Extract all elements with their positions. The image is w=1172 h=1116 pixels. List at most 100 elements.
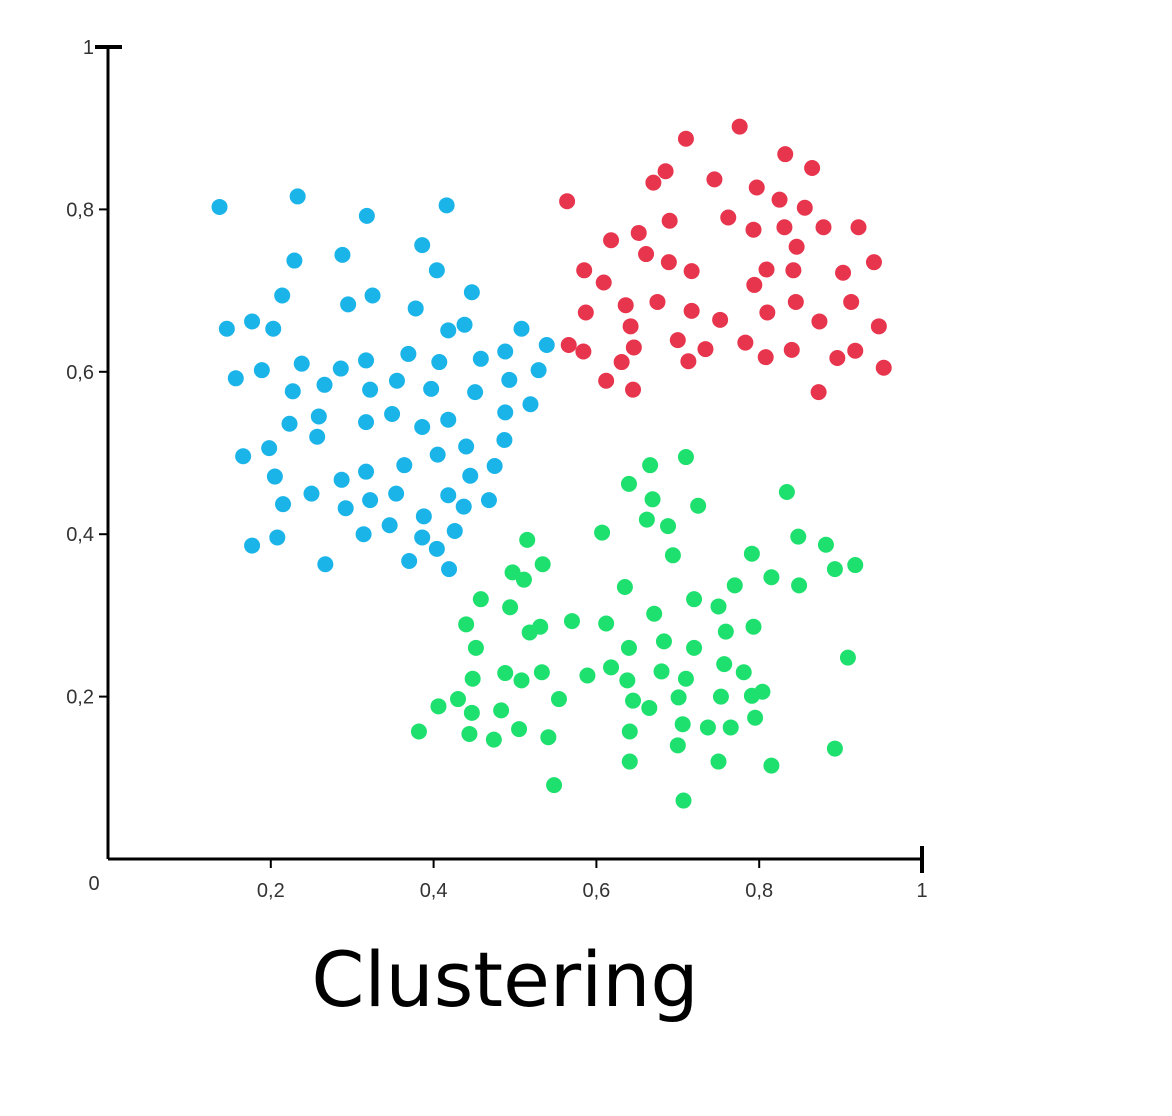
- data-point: [603, 232, 620, 249]
- data-point: [595, 274, 612, 291]
- data-point: [576, 262, 593, 279]
- origin-label: 0: [88, 873, 99, 895]
- data-point: [522, 396, 539, 413]
- data-point: [415, 508, 432, 525]
- data-point: [771, 191, 788, 208]
- data-point: [362, 492, 379, 509]
- data-point: [621, 723, 638, 740]
- data-point: [865, 254, 882, 271]
- data-point: [683, 263, 700, 280]
- data-point: [660, 518, 677, 535]
- data-point: [501, 371, 518, 388]
- data-point: [670, 689, 687, 706]
- data-point: [472, 591, 489, 608]
- data-point: [594, 524, 611, 541]
- data-point: [710, 753, 727, 770]
- data-point: [745, 221, 762, 238]
- data-point: [598, 372, 615, 389]
- data-point: [540, 729, 557, 746]
- data-point: [472, 350, 489, 367]
- data-point: [310, 408, 327, 425]
- data-point: [788, 238, 805, 255]
- data-point: [446, 522, 463, 539]
- data-point: [463, 284, 480, 301]
- data-point: [407, 300, 424, 317]
- data-point: [642, 457, 659, 474]
- data-point: [763, 757, 780, 774]
- data-point: [316, 376, 333, 393]
- data-point: [645, 174, 662, 191]
- data-point: [458, 616, 475, 633]
- data-point: [804, 159, 821, 176]
- data-point: [253, 362, 270, 379]
- data-point: [560, 337, 577, 354]
- data-point: [317, 556, 334, 573]
- data-point: [657, 163, 674, 180]
- data-point: [641, 699, 658, 716]
- data-point: [619, 672, 636, 689]
- data-point: [621, 753, 638, 770]
- data-point: [758, 261, 775, 278]
- data-point: [746, 276, 763, 293]
- data-point: [396, 457, 413, 474]
- data-point: [669, 737, 686, 754]
- data-point: [440, 322, 457, 339]
- data-point: [546, 777, 563, 794]
- data-point: [550, 691, 567, 708]
- data-point: [677, 449, 694, 466]
- data-point: [358, 207, 375, 224]
- data-point: [699, 719, 716, 736]
- data-point: [521, 624, 538, 641]
- data-point: [429, 446, 446, 463]
- data-point: [511, 721, 528, 738]
- data-point: [638, 511, 655, 528]
- data-point: [649, 293, 666, 310]
- data-point: [334, 246, 351, 263]
- data-point: [625, 692, 642, 709]
- data-point: [710, 598, 727, 615]
- data-point: [664, 547, 681, 564]
- data-point: [815, 219, 832, 236]
- data-point: [274, 287, 291, 304]
- data-point: [787, 293, 804, 310]
- y-tick-label: 1: [83, 37, 94, 59]
- data-point: [358, 463, 375, 480]
- data-point: [850, 219, 867, 236]
- data-point: [438, 197, 455, 214]
- data-point: [414, 237, 431, 254]
- data-point: [686, 639, 703, 656]
- data-point: [674, 716, 691, 733]
- x-tick-label: 0,8: [745, 880, 773, 902]
- data-point: [575, 343, 592, 360]
- data-point: [847, 557, 864, 574]
- data-point: [428, 540, 445, 557]
- data-point: [785, 262, 802, 279]
- data-point: [455, 498, 472, 515]
- data-point: [340, 296, 357, 313]
- data-point: [726, 577, 743, 594]
- data-point: [333, 471, 350, 488]
- data-point: [563, 613, 580, 630]
- chart-points: [211, 118, 892, 809]
- data-point: [423, 380, 440, 397]
- data-point: [504, 564, 521, 581]
- data-point: [461, 725, 478, 742]
- data-point: [757, 349, 774, 366]
- data-point: [778, 483, 795, 500]
- data-point: [303, 485, 320, 502]
- data-point: [289, 188, 306, 205]
- data-point: [467, 639, 484, 656]
- data-point: [496, 432, 513, 449]
- data-point: [722, 719, 739, 736]
- data-point: [745, 618, 762, 635]
- data-point: [810, 384, 827, 401]
- data-point: [381, 517, 398, 534]
- data-point: [737, 334, 754, 351]
- data-point: [811, 313, 828, 330]
- data-point: [717, 623, 734, 640]
- data-point: [286, 252, 303, 269]
- data-point: [358, 352, 375, 369]
- data-point: [462, 467, 479, 484]
- data-point: [533, 664, 550, 681]
- data-point: [456, 316, 473, 333]
